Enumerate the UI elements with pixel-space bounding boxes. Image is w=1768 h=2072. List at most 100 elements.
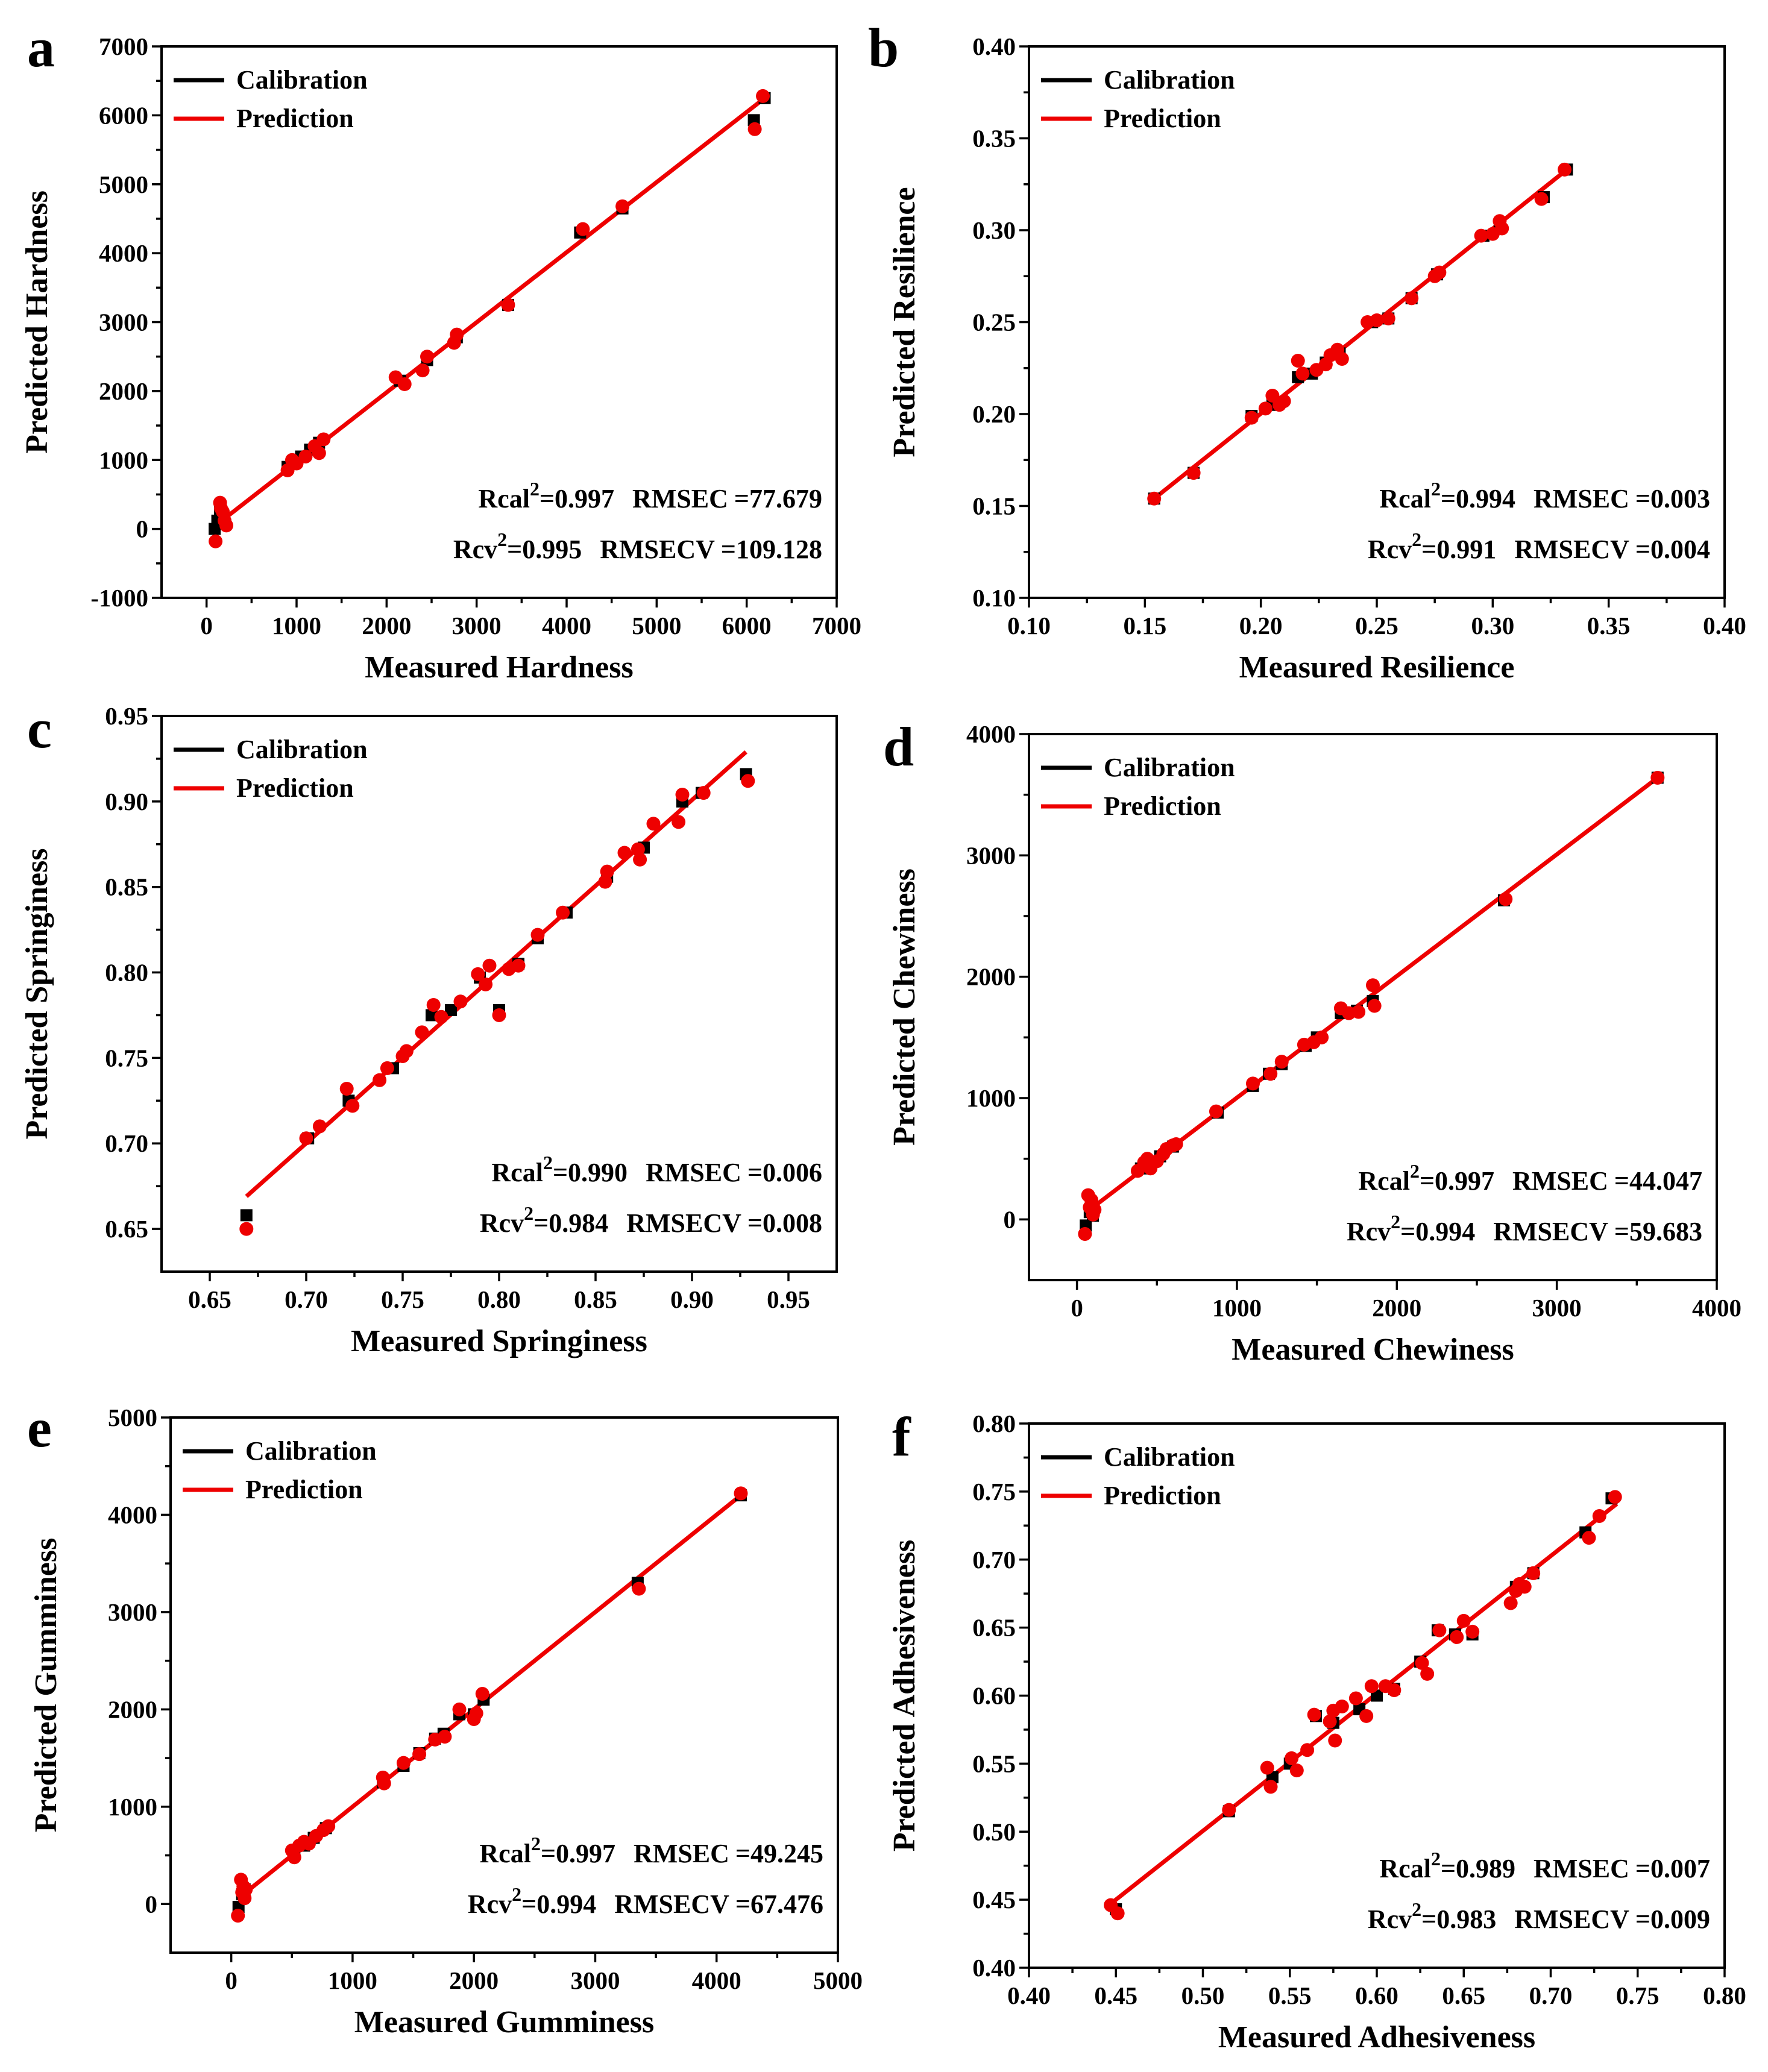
- prediction-point: [1432, 1623, 1447, 1637]
- stat-err-label: RMSEC: [1534, 1854, 1629, 1883]
- stat-superscript: 2: [530, 478, 540, 500]
- chart-panel-f: f 0.40 0.45 0.50 0.55 0.60 0.65 0.70 0.75 0.80 0.4…: [887, 1406, 1746, 2055]
- x-axis-title: Measured Resilience: [1239, 650, 1515, 685]
- stat-r-value: =0.994: [521, 1889, 596, 1919]
- x-tick-label: 0.75: [381, 1286, 424, 1313]
- y-tick-label: 6000: [99, 101, 148, 129]
- stat-r-label: Rcal: [491, 1158, 543, 1187]
- prediction-point: [1499, 892, 1513, 906]
- prediction-point: [1415, 1656, 1429, 1670]
- prediction-point: [1300, 1743, 1315, 1757]
- prediction-point: [399, 1044, 414, 1058]
- y-tick-label: 0.25: [972, 309, 1016, 336]
- prediction-point: [1147, 491, 1162, 506]
- prediction-point: [1186, 466, 1201, 480]
- panel-label: a: [27, 17, 55, 78]
- legend-prediction-label: Prediction: [236, 104, 354, 133]
- prediction-point: [530, 928, 545, 942]
- y-tick-label: 0.40: [972, 33, 1016, 60]
- y-tick-label: 3000: [99, 309, 148, 336]
- prediction-point: [312, 1119, 327, 1134]
- panel-label: b: [868, 17, 899, 78]
- legend-calibration-label: Calibration: [1104, 1442, 1235, 1472]
- prediction-point: [412, 1747, 427, 1762]
- legend-calibration-label: Calibration: [1104, 753, 1235, 782]
- x-tick-label: 1000: [328, 1967, 377, 1994]
- prediction-point: [420, 350, 435, 364]
- prediction-point: [1244, 410, 1259, 425]
- prediction-point: [482, 958, 497, 973]
- y-tick-label: -1000: [90, 584, 148, 612]
- x-tick-label: 0.15: [1123, 612, 1166, 639]
- stat-err-label: RMSECV: [1493, 1217, 1608, 1246]
- stat-r-label: Rcal: [478, 484, 530, 513]
- calibration-point: [445, 1003, 457, 1016]
- stats-line: Rcv2=0.984 RMSECV =0.008: [480, 1202, 822, 1238]
- y-tick-label: 4000: [966, 720, 1016, 748]
- x-axis-title: Measured Springiness: [351, 1324, 647, 1358]
- prediction-point: [1405, 291, 1419, 306]
- x-tick-label: 0.75: [1616, 1982, 1659, 2009]
- prediction-point: [1650, 770, 1665, 785]
- prediction-point: [415, 1025, 429, 1040]
- prediction-point: [1370, 313, 1384, 327]
- stat-superscript: 2: [1391, 1211, 1400, 1232]
- prediction-point: [434, 1009, 448, 1024]
- x-tick-label: 0.40: [1703, 612, 1746, 639]
- x-tick-label: 3000: [452, 612, 502, 639]
- prediction-point: [1465, 1624, 1480, 1639]
- legend-calibration-label: Calibration: [236, 65, 368, 95]
- stat-r-value: =0.997: [540, 484, 614, 513]
- prediction-point: [1087, 1202, 1102, 1217]
- prediction-point: [1420, 1666, 1435, 1681]
- prediction-point: [598, 874, 612, 889]
- stats-line: Rcal2=0.997 RMSEC =44.047: [1358, 1160, 1702, 1196]
- prediction-point: [1245, 1076, 1260, 1091]
- y-tick-label: 2000: [108, 1695, 157, 1723]
- prediction-point: [615, 199, 630, 213]
- stat-r-value: =0.997: [1420, 1166, 1494, 1196]
- y-tick-label: 0: [145, 1890, 158, 1918]
- y-tick-label: 1000: [99, 446, 148, 474]
- stat-err-value: =67.476: [735, 1889, 823, 1919]
- prediction-point: [1295, 366, 1310, 381]
- stats-line: Rcv2=0.991 RMSECV =0.004: [1368, 529, 1710, 564]
- prediction-point: [1307, 1707, 1321, 1722]
- legend-prediction-label: Prediction: [1104, 791, 1221, 821]
- x-axis-title: Measured Hardness: [365, 650, 633, 685]
- stat-err-label: RMSEC: [632, 484, 728, 513]
- prediction-point: [452, 1702, 467, 1716]
- prediction-point: [1558, 162, 1572, 177]
- stat-err-label: RMSECV: [1514, 535, 1629, 564]
- prediction-point: [1335, 352, 1349, 366]
- y-tick-label: 2000: [99, 377, 148, 405]
- x-tick-label: 2000: [449, 1967, 499, 1994]
- stat-err-value: =0.004: [1635, 535, 1710, 564]
- y-tick-label: 0.35: [972, 125, 1016, 152]
- y-tick-label: 2000: [966, 963, 1016, 991]
- y-tick-label: 0.20: [972, 400, 1016, 428]
- x-tick-label: 5000: [813, 1967, 863, 1994]
- y-tick-label: 0.70: [972, 1546, 1016, 1574]
- stats-line: Rcal2=0.990 RMSEC =0.006: [491, 1152, 822, 1187]
- y-tick-label: 1000: [966, 1084, 1016, 1112]
- stat-r-label: Rcal: [1379, 484, 1431, 513]
- x-tick-label: 0.80: [1703, 1982, 1746, 2009]
- stat-superscript: 2: [1412, 529, 1421, 550]
- prediction-point: [299, 1131, 313, 1146]
- prediction-point: [632, 1581, 646, 1596]
- prediction-point: [1291, 354, 1305, 368]
- y-tick-label: 0.75: [105, 1044, 148, 1072]
- y-tick-label: 0.75: [972, 1478, 1016, 1505]
- prediction-point: [1285, 1751, 1299, 1765]
- prediction-point: [1381, 311, 1395, 325]
- y-tick-label: 0.40: [972, 1954, 1016, 1982]
- y-tick-label: 0.45: [972, 1886, 1016, 1913]
- prediction-point: [1328, 1733, 1342, 1748]
- prediction-point: [1169, 1137, 1183, 1152]
- y-tick-label: 0.15: [972, 492, 1016, 520]
- stats-line: Rcal2=0.989 RMSEC =0.007: [1379, 1848, 1710, 1883]
- prediction-point: [1608, 1490, 1622, 1504]
- prediction-point: [1289, 1763, 1304, 1778]
- stat-err-label: RMSECV: [614, 1889, 729, 1919]
